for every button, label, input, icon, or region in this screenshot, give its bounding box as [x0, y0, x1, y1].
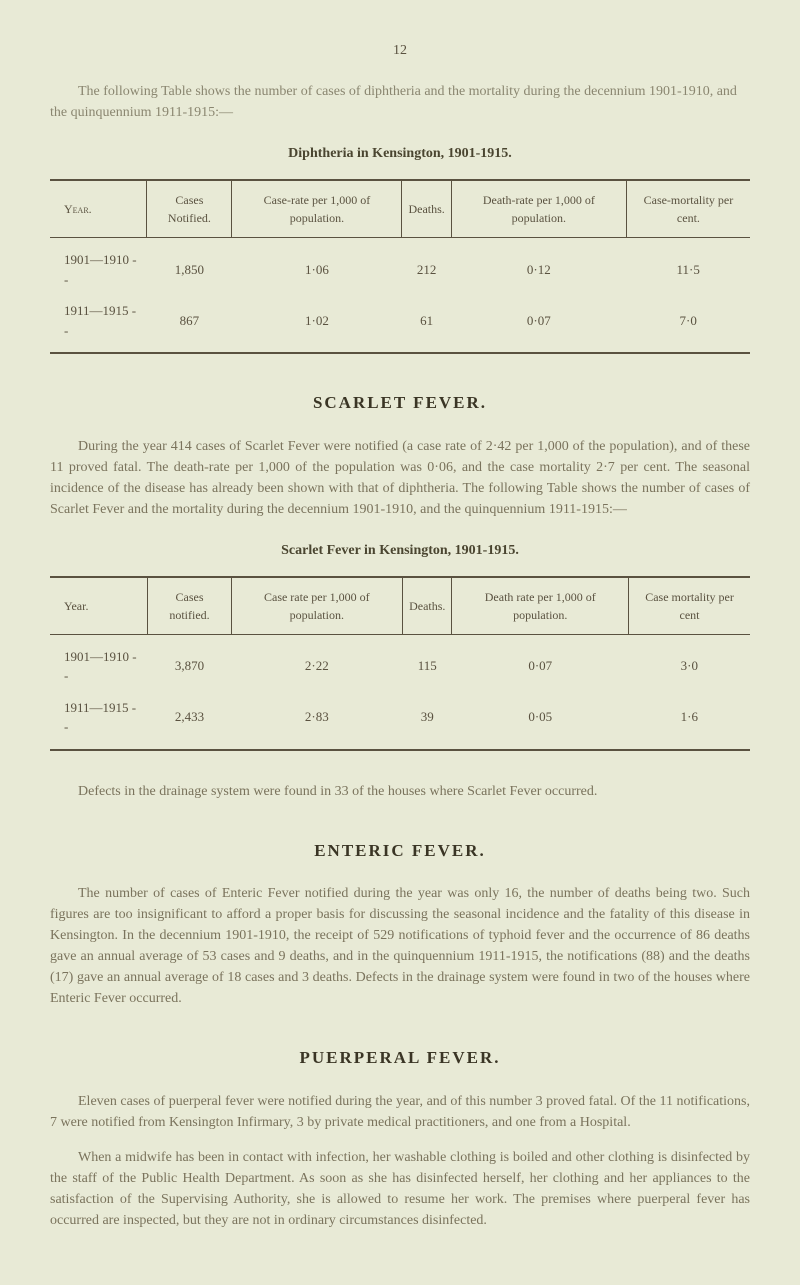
sf-col-mortality: Case mortality per cent	[629, 577, 750, 635]
sf-col-cases: Cases notified.	[148, 577, 231, 635]
cell: 1·06	[232, 238, 402, 296]
cell: 3,870	[148, 634, 231, 692]
diphtheria-table-title: Diphtheria in Kensington, 1901-1915.	[50, 143, 750, 164]
cell: 867	[147, 295, 232, 353]
scarlet-fever-heading: SCARLET FEVER.	[50, 390, 750, 416]
cell: 1911—1915 - -	[50, 692, 148, 750]
diph-col-caserate: Case-rate per 1,000 of population.	[232, 180, 402, 238]
cell: 1·02	[232, 295, 402, 353]
cell: 115	[403, 634, 452, 692]
page-number: 12	[50, 40, 750, 61]
diph-col-deaths: Deaths.	[402, 180, 451, 238]
scarlet-fever-para: During the year 414 cases of Scarlet Fev…	[50, 436, 750, 520]
cell: 0·12	[451, 238, 626, 296]
enteric-fever-para: The number of cases of Enteric Fever not…	[50, 883, 750, 1009]
table-row: 1901—1910 - - 1,850 1·06 212 0·12 11·5	[50, 238, 750, 296]
scarlet-fever-table: Year. Cases notified. Case rate per 1,00…	[50, 576, 750, 751]
sf-col-deaths: Deaths.	[403, 577, 452, 635]
diph-col-year: Year.	[50, 180, 147, 238]
puerperal-para1: Eleven cases of puerperal fever were not…	[50, 1091, 750, 1133]
cell: 1·6	[629, 692, 750, 750]
diph-col-deathrate: Death-rate per 1,000 of population.	[451, 180, 626, 238]
sf-col-year: Year.	[50, 577, 148, 635]
scarlet-defects-para: Defects in the drainage system were foun…	[50, 781, 750, 802]
scarlet-table-title: Scarlet Fever in Kensington, 1901-1915.	[50, 540, 750, 561]
table-row: 1901—1910 - - 3,870 2·22 115 0·07 3·0	[50, 634, 750, 692]
diphtheria-table: Year. Cases Notified. Case-rate per 1,00…	[50, 179, 750, 354]
cell: 1911—1915 - -	[50, 295, 147, 353]
table-row: 1911—1915 - - 2,433 2·83 39 0·05 1·6	[50, 692, 750, 750]
intro-diphtheria: The following Table shows the number of …	[50, 81, 750, 123]
cell: 2,433	[148, 692, 231, 750]
enteric-fever-heading: ENTERIC FEVER.	[50, 838, 750, 864]
cell: 2·83	[231, 692, 403, 750]
cell: 0·05	[452, 692, 629, 750]
sf-col-deathrate: Death rate per 1,000 of population.	[452, 577, 629, 635]
cell: 2·22	[231, 634, 403, 692]
cell: 7·0	[626, 295, 750, 353]
cell: 212	[402, 238, 451, 296]
puerperal-para2: When a midwife has been in contact with …	[50, 1147, 750, 1231]
cell: 1901—1910 - -	[50, 634, 148, 692]
puerperal-fever-heading: PUERPERAL FEVER.	[50, 1045, 750, 1071]
cell: 1901—1910 - -	[50, 238, 147, 296]
cell: 0·07	[451, 295, 626, 353]
sf-col-caserate: Case rate per 1,000 of population.	[231, 577, 403, 635]
diph-col-cases: Cases Notified.	[147, 180, 232, 238]
cell: 11·5	[626, 238, 750, 296]
cell: 39	[403, 692, 452, 750]
cell: 1,850	[147, 238, 232, 296]
diph-col-mortality: Case-mortality per cent.	[626, 180, 750, 238]
cell: 61	[402, 295, 451, 353]
cell: 3·0	[629, 634, 750, 692]
table-row: 1911—1915 - - 867 1·02 61 0·07 7·0	[50, 295, 750, 353]
cell: 0·07	[452, 634, 629, 692]
